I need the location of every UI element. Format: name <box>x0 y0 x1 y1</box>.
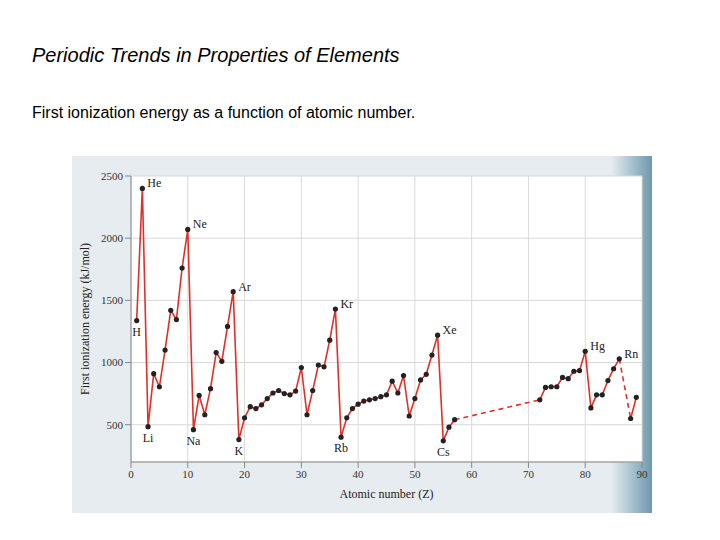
svg-text:0: 0 <box>128 468 134 480</box>
svg-text:Na: Na <box>186 434 201 448</box>
svg-text:2500: 2500 <box>101 170 124 182</box>
svg-text:Ar: Ar <box>238 280 251 294</box>
svg-text:500: 500 <box>107 419 124 431</box>
svg-text:He: He <box>147 176 161 190</box>
svg-text:Li: Li <box>143 431 154 445</box>
svg-text:1000: 1000 <box>101 356 124 368</box>
svg-text:Kr: Kr <box>340 297 353 311</box>
svg-text:10: 10 <box>182 468 194 480</box>
html-text:First ionization energy as a f: First ionization energy as a function of… <box>32 104 416 121</box>
svg-text:20: 20 <box>239 468 251 480</box>
svg-text:Rb: Rb <box>334 441 348 455</box>
svg-text:Atomic number (Z): Atomic number (Z) <box>340 487 434 501</box>
svg-text:90: 90 <box>637 468 649 480</box>
svg-text:50: 50 <box>409 468 421 480</box>
svg-text:Cs: Cs <box>437 445 450 459</box>
svg-text:Hg: Hg <box>590 339 605 353</box>
svg-text:1500: 1500 <box>101 294 124 306</box>
svg-text:K: K <box>235 444 244 458</box>
svg-text:40: 40 <box>353 468 365 480</box>
svg-text:H: H <box>132 325 141 339</box>
svg-text:60: 60 <box>466 468 478 480</box>
svg-text:30: 30 <box>296 468 308 480</box>
svg-text:2000: 2000 <box>101 232 124 244</box>
svg-text:70: 70 <box>523 468 535 480</box>
svg-text:Rn: Rn <box>624 347 638 361</box>
svg-text:80: 80 <box>580 468 592 480</box>
svg-text:Ne: Ne <box>193 217 207 231</box>
html-text:Periodic Trends in Properties: Periodic Trends in Properties of Element… <box>32 44 400 66</box>
svg-text:First ionization energy (kJ/mo: First ionization energy (kJ/mol) <box>78 243 92 395</box>
svg-text:Xe: Xe <box>443 323 457 337</box>
